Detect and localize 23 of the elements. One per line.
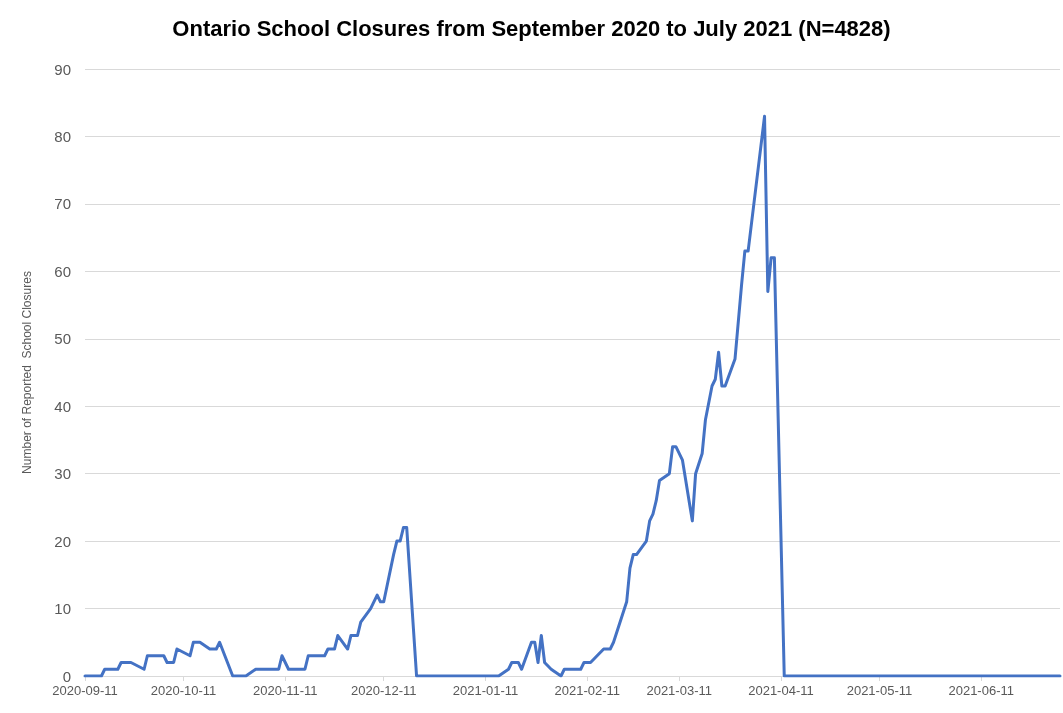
line-series <box>83 114 1062 678</box>
x-tick-label: 2021-06-11 <box>948 683 1014 698</box>
x-tick-label: 2020-10-11 <box>150 683 217 698</box>
chart-title: Ontario School Closures from September 2020 to July 2021 (N=4828) <box>172 15 891 41</box>
x-tick-label: 2021-05-11 <box>846 683 913 698</box>
y-tick-label: 70 <box>54 195 71 213</box>
y-tick-label: 10 <box>54 600 71 618</box>
x-tick-label: 2021-04-11 <box>748 683 814 698</box>
x-tick-label: 2021-02-11 <box>554 683 621 698</box>
y-tick-label: 40 <box>54 397 71 415</box>
y-tick-label: 90 <box>54 60 71 78</box>
y-tick-label: 20 <box>54 532 71 550</box>
x-tick-label: 2020-11-11 <box>252 683 318 698</box>
y-tick-label: 60 <box>54 262 71 280</box>
x-tick-label: 2020-09-11 <box>52 683 118 698</box>
y-tick-label: 80 <box>54 127 71 145</box>
y-tick-label: 30 <box>54 465 71 483</box>
x-tick-label: 2021-01-11 <box>452 683 519 698</box>
x-tick-label: 2020-12-11 <box>350 683 417 698</box>
y-tick-label: 0 <box>62 667 71 685</box>
y-axis-title: Number of Reported School Closures <box>20 271 34 474</box>
y-tick-label: 50 <box>54 330 71 348</box>
x-tick-label: 2021-03-11 <box>646 683 712 698</box>
